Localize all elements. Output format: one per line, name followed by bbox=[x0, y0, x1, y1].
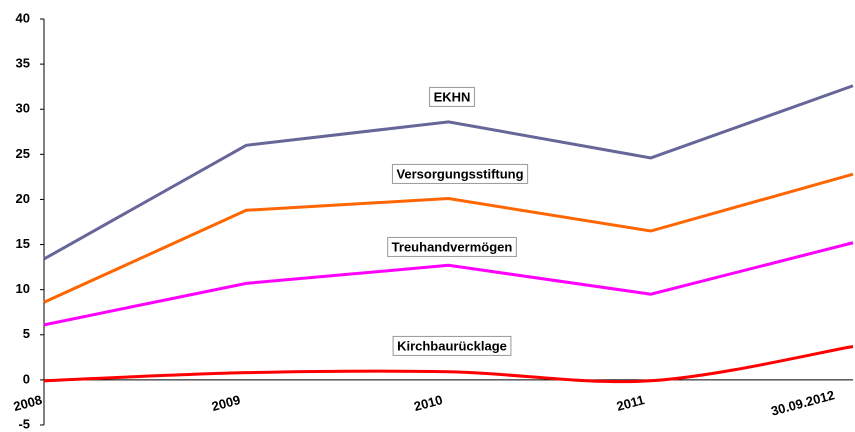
y-tick-label: -5 bbox=[18, 416, 30, 431]
y-tick-label: 20 bbox=[16, 191, 30, 206]
x-tick-label: 2008 bbox=[12, 392, 44, 414]
series-label-box bbox=[392, 335, 512, 356]
series-label: Kirchbaurücklage bbox=[392, 335, 512, 356]
y-tick-label: 35 bbox=[16, 56, 30, 71]
x-tick-label: 2011 bbox=[615, 392, 646, 414]
y-tick-label: 30 bbox=[16, 101, 30, 116]
x-tick-label: 30.09.2012 bbox=[769, 387, 836, 418]
y-tick-label: 15 bbox=[16, 236, 30, 251]
series-label: Treuhandvermögen bbox=[387, 236, 517, 257]
series-label-box bbox=[391, 163, 529, 184]
y-tick-label: 10 bbox=[16, 281, 30, 296]
x-tick-label: 2009 bbox=[210, 392, 242, 414]
series-line bbox=[43, 241, 854, 327]
series-label: EKHN bbox=[429, 86, 475, 107]
y-tick-label: 5 bbox=[23, 326, 30, 341]
series-label-box bbox=[429, 86, 475, 107]
y-tick-label: 0 bbox=[23, 371, 30, 386]
series-label-text: Versorgungsstiftung bbox=[396, 166, 523, 181]
series-line bbox=[43, 172, 854, 304]
series-label-text: Treuhandvermögen bbox=[392, 239, 513, 254]
series-label: Versorgungsstiftung bbox=[391, 163, 529, 184]
series-line bbox=[43, 84, 854, 261]
x-tick-label: 2010 bbox=[412, 392, 444, 414]
series-label-box bbox=[387, 236, 517, 257]
y-tick-label: 40 bbox=[16, 10, 30, 25]
series-line bbox=[43, 345, 854, 384]
y-tick-label: 25 bbox=[16, 146, 30, 161]
series-label-text: EKHN bbox=[434, 89, 471, 104]
series-label-text: Kirchbaurücklage bbox=[397, 338, 507, 353]
